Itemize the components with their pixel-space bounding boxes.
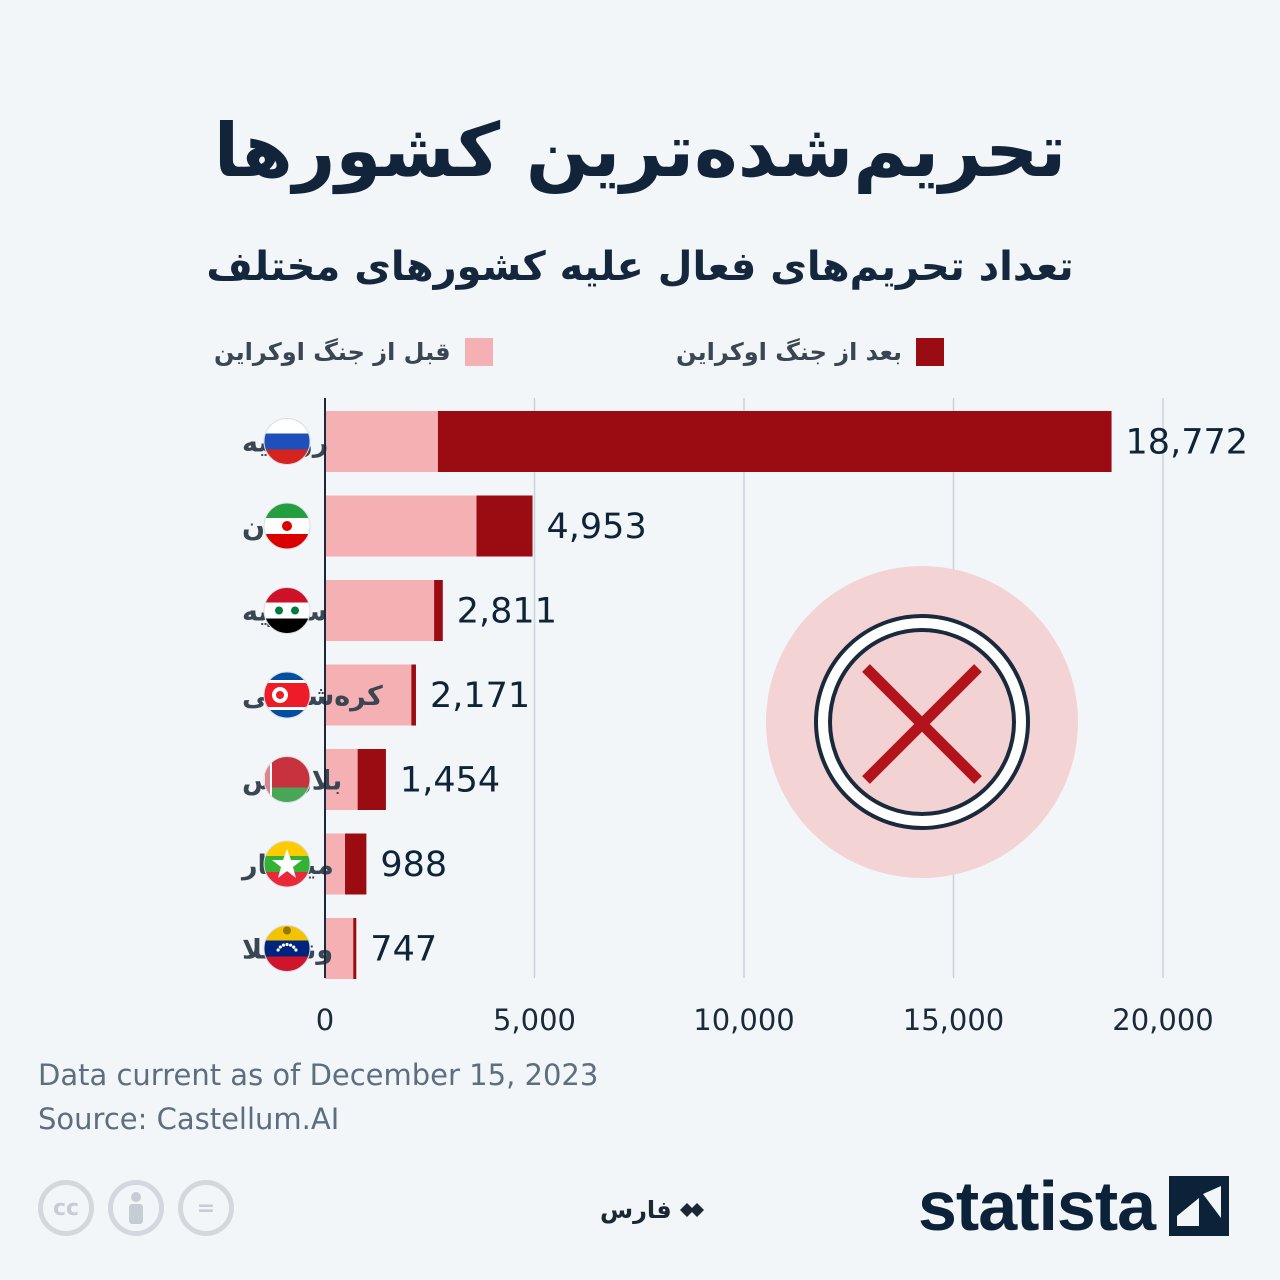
venezuela-flag-icon	[263, 925, 311, 972]
bar-after-war	[437, 411, 1112, 472]
bar-before-war	[325, 918, 354, 979]
bar-after-war	[434, 580, 443, 641]
x-tick-label: 20,000	[1112, 1003, 1213, 1037]
legend-swatch-before	[464, 338, 493, 366]
legend-item-before: قبل از جنگ اوکراین	[214, 338, 493, 366]
iran-flag-icon	[263, 502, 311, 550]
sanction-badge	[766, 566, 1078, 878]
bars: 18,772 4,953 2,811 2,171 1,454 988 747	[325, 411, 1248, 979]
myanmar-flag-icon	[263, 840, 311, 888]
legend-label-before: قبل از جنگ اوکراین	[214, 338, 451, 366]
value-label: 4,953	[547, 507, 647, 547]
value-label: 2,811	[457, 592, 557, 632]
attribution-icon	[108, 1180, 164, 1236]
source-note: Source: Castellum.AI	[38, 1102, 340, 1136]
category-label: کره‌شمالی	[242, 681, 383, 712]
bar-before-war	[325, 580, 435, 641]
cross-icon	[862, 664, 982, 784]
statista-logo: statista	[918, 1166, 1230, 1246]
legend-swatch-after	[916, 338, 945, 366]
bar-before-war	[325, 495, 477, 557]
statista-wordmark: statista	[918, 1167, 1156, 1245]
bar-before-war	[325, 411, 438, 472]
x-axis-ticks: 0 5,000 10,000 15,000 20,000	[316, 1003, 1214, 1037]
fars-label: فارس	[600, 1196, 672, 1224]
russia-flag-icon	[263, 418, 311, 465]
x-tick-label: 0	[316, 1003, 334, 1037]
legend-label-after: بعد از جنگ اوکراین	[676, 338, 903, 366]
chart-subtitle: تعداد تحریم‌های فعال علیه کشورهای مختلف	[206, 244, 1074, 290]
bar-before-war	[325, 749, 358, 810]
flags	[263, 418, 311, 972]
license-icons: cc =	[38, 1180, 234, 1236]
bar-after-war	[357, 749, 386, 810]
value-label: 18,772	[1126, 423, 1248, 463]
value-label: 1,454	[400, 761, 500, 801]
bar-after-war	[411, 664, 416, 726]
legend: بعد از جنگ اوکراین قبل از جنگ اوکراین	[0, 338, 1280, 382]
bar-after-war	[476, 495, 533, 557]
cc-icon: cc	[38, 1180, 94, 1236]
bar-before-war	[325, 664, 412, 726]
x-tick-label: 10,000	[693, 1003, 794, 1037]
date-note: Data current as of December 15, 2023	[38, 1058, 599, 1092]
value-label: 747	[370, 930, 437, 970]
bar-after-war	[345, 833, 367, 895]
chart-title: تحریم‌شده‌ترین کشورها	[213, 108, 1068, 194]
bar-before-war	[325, 833, 346, 895]
statista-mark-icon	[1169, 1176, 1230, 1236]
syria-flag-icon	[263, 587, 311, 634]
bar-after-war	[353, 918, 357, 979]
x-tick-label: 15,000	[903, 1003, 1004, 1037]
legend-item-after: بعد از جنگ اوکراین	[676, 338, 945, 366]
no-derivatives-icon: =	[178, 1180, 234, 1236]
fars-mark-icon	[679, 1203, 704, 1217]
x-tick-label: 5,000	[493, 1003, 576, 1037]
value-label: 988	[380, 845, 447, 885]
value-label: 2,171	[430, 676, 530, 716]
fars-logo: فارس	[600, 1196, 706, 1224]
north-korea-flag-icon	[263, 671, 311, 719]
